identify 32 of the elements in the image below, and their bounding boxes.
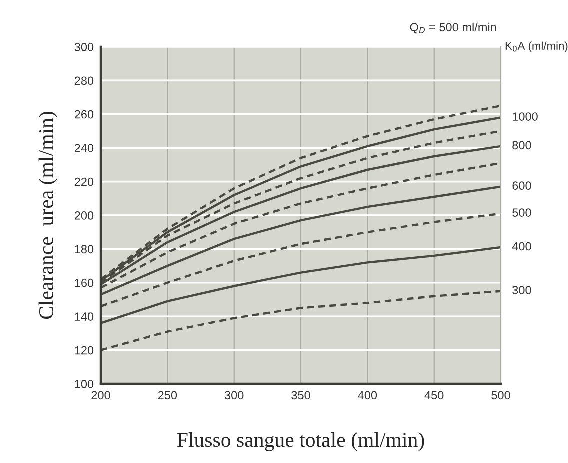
y-axis-title: Clearance urea (ml/min): [38, 112, 58, 320]
y-tick-label: 100: [75, 380, 94, 388]
series-label: 400: [512, 242, 532, 251]
y-tick-label: 160: [75, 278, 94, 288]
series-label: 500: [512, 208, 532, 217]
text: Q$_{D}$ = 500 ml/min: [410, 22, 496, 34]
x-tick-label: 300: [224, 391, 244, 400]
y-tick-label: 260: [74, 110, 94, 119]
series-label: 600: [512, 182, 532, 190]
x-tick-label: 500: [492, 391, 510, 400]
series-label: 1000: [513, 112, 538, 121]
series-label: 800: [512, 141, 532, 150]
x-tick-label: 200: [92, 391, 110, 400]
y-tick-label: 220: [74, 178, 94, 186]
series-label: 300: [512, 286, 532, 294]
y-tick-label: 180: [75, 245, 94, 254]
text: K$_{0}$A (ml/min): [506, 42, 568, 52]
y-tick-label: 120: [75, 346, 94, 355]
line-series: [101, 212, 501, 308]
y-tick-label: 240: [74, 144, 94, 152]
line-series: [101, 186, 501, 296]
y-tick-label: 200: [74, 212, 94, 220]
x-tick-label: 450: [424, 391, 444, 400]
line-series: [101, 246, 501, 324]
y-tick-label: 280: [74, 76, 94, 86]
line-series: [101, 290, 501, 352]
y-tick-label: 300: [74, 43, 94, 52]
x-tick-label: 250: [158, 391, 178, 400]
x-axis-title: Flusso sangue totale (ml/min): [177, 432, 424, 452]
x-tick-label: 350: [292, 391, 310, 400]
x-tick-label: 400: [358, 391, 378, 400]
y-tick-label: 140: [75, 312, 94, 321]
